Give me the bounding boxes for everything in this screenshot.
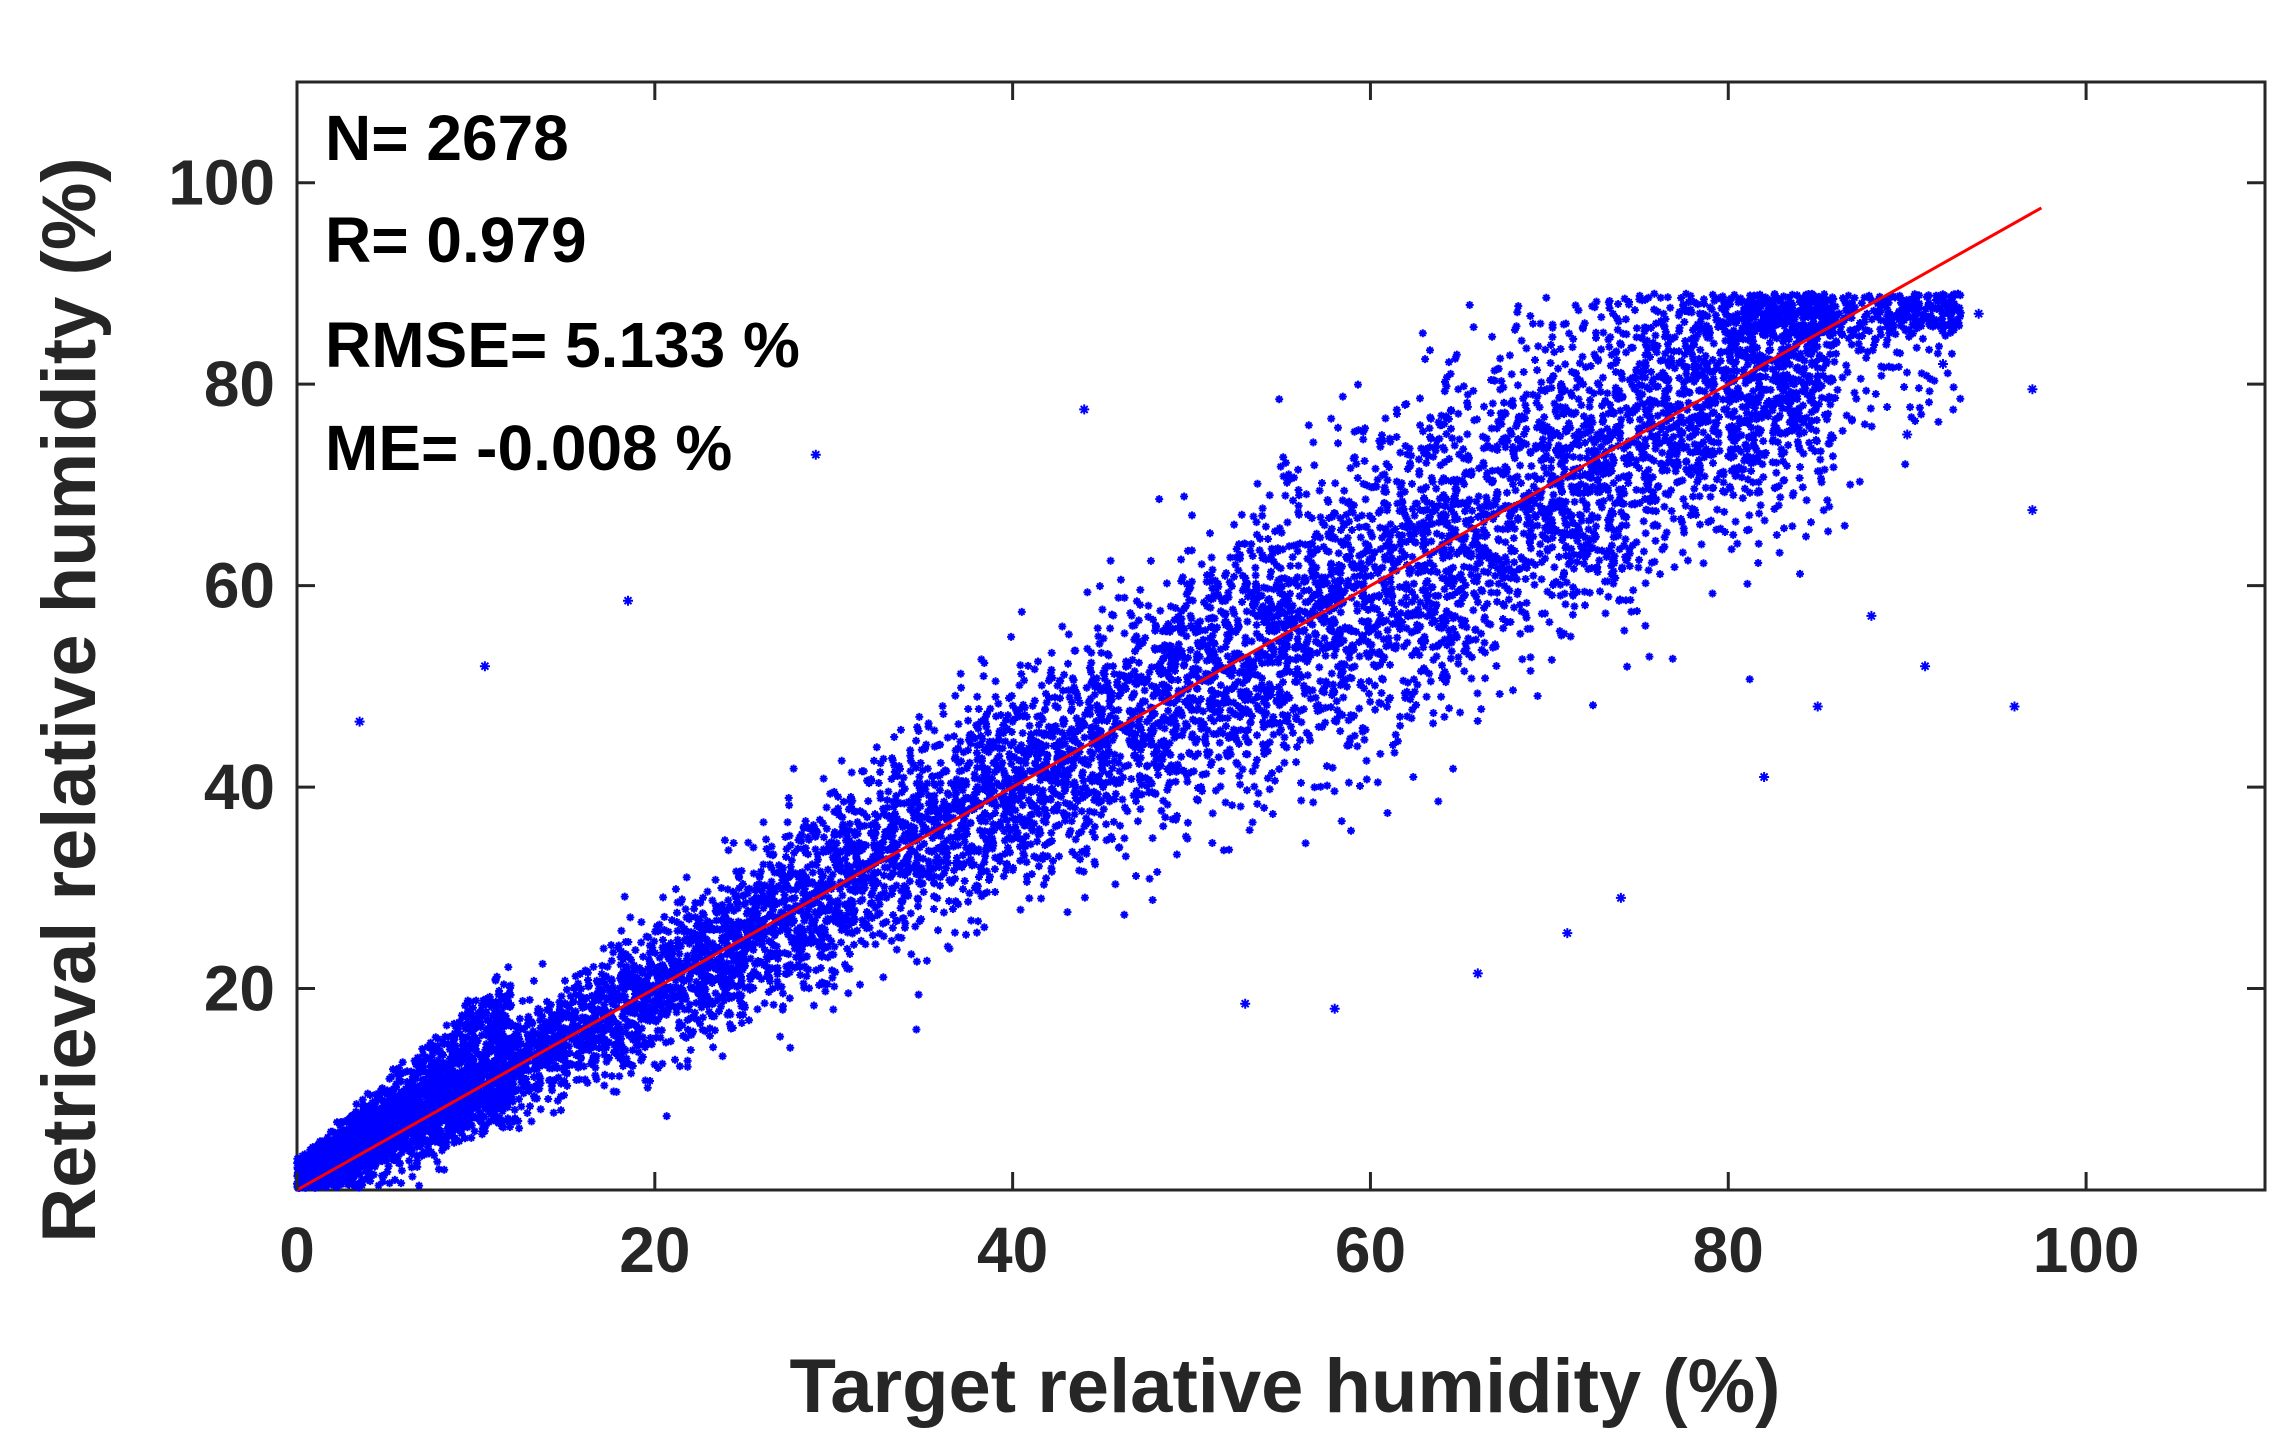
x-axis-tick-labels: 0 20 40 60 80 100: [279, 1214, 2139, 1286]
axis-ticks: [295, 82, 2265, 1190]
fit-line: [296, 206, 2043, 1192]
x-tick-label: 60: [1335, 1214, 1406, 1286]
x-tick-label: 0: [279, 1214, 315, 1286]
y-tick-label: 100: [168, 147, 275, 219]
y-axis-title: Retrieval relative humidity (%): [27, 157, 112, 1242]
x-tick-label: 20: [619, 1214, 690, 1286]
y-tick-label: 80: [204, 348, 275, 420]
stat-me: ME= -0.008 %: [325, 412, 732, 484]
stat-r: R= 0.979: [325, 204, 587, 276]
y-tick-label: 60: [204, 550, 275, 622]
y-tick-label: 20: [204, 953, 275, 1025]
point-cloud: [293, 289, 2038, 1192]
x-tick-label: 100: [2033, 1214, 2140, 1286]
x-tick-label: 80: [1693, 1214, 1764, 1286]
stat-rmse: RMSE= 5.133 %: [325, 309, 800, 381]
x-axis-title: Target relative humidity (%): [789, 1344, 1780, 1429]
stat-n: N= 2678: [325, 102, 569, 174]
y-tick-label: 40: [204, 751, 275, 823]
x-tick-label: 40: [977, 1214, 1048, 1286]
y-axis-tick-labels: 20 40 60 80 100: [168, 147, 275, 1025]
data-points: [293, 289, 2038, 1192]
